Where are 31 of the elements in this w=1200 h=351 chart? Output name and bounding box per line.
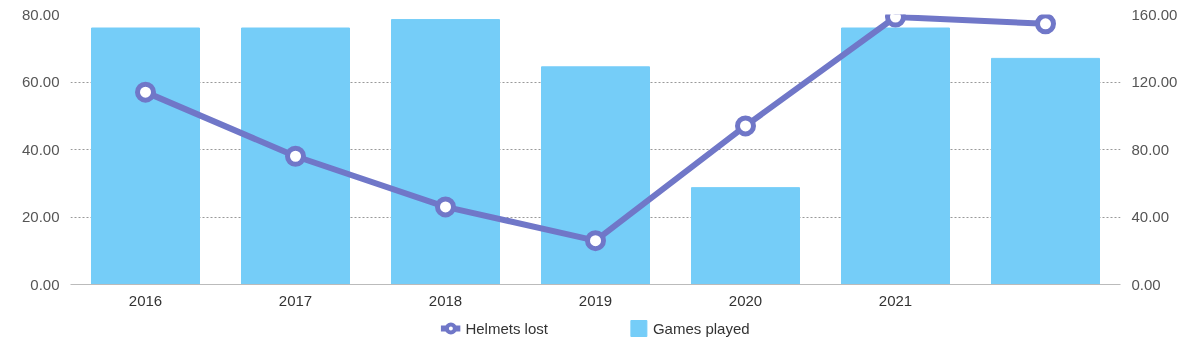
bar [91, 27, 200, 285]
bar [241, 27, 350, 285]
y2-tick-label: 120.00 [1131, 73, 1178, 90]
legend-label: Games played [652, 319, 750, 337]
x-tick-label: 2021 [878, 291, 913, 309]
x-tick-label: 2020 [728, 291, 763, 309]
legend-label: Helmets lost [465, 319, 548, 337]
bar [841, 27, 950, 285]
y2-tick-label: 160.00 [1131, 5, 1178, 23]
y2-tick-label: 80.00 [1131, 140, 1170, 158]
x-tick-label: 2017 [278, 291, 313, 309]
point [435, 196, 456, 218]
y2-tick-label: 0.00 [1131, 275, 1161, 293]
x-tick-label: 2019 [578, 291, 613, 309]
y-tick-label: 80.00 [21, 5, 60, 23]
y2-tick-label: 40.00 [1131, 208, 1170, 225]
point [585, 230, 606, 252]
point [135, 81, 156, 103]
x-tick-label: 2018 [428, 291, 463, 309]
point [1035, 14, 1056, 35]
point [285, 145, 306, 167]
y-tick-label: 0.00 [30, 275, 60, 293]
bar [691, 187, 800, 285]
point [735, 115, 756, 137]
bar [391, 19, 500, 285]
bar [541, 66, 650, 285]
bar [991, 57, 1100, 285]
x-tick-label: 2016 [128, 291, 163, 309]
y-tick-label: 40.00 [21, 140, 60, 158]
y-tick-label: 60.00 [21, 73, 60, 90]
y-tick-label: 20.00 [21, 208, 60, 225]
